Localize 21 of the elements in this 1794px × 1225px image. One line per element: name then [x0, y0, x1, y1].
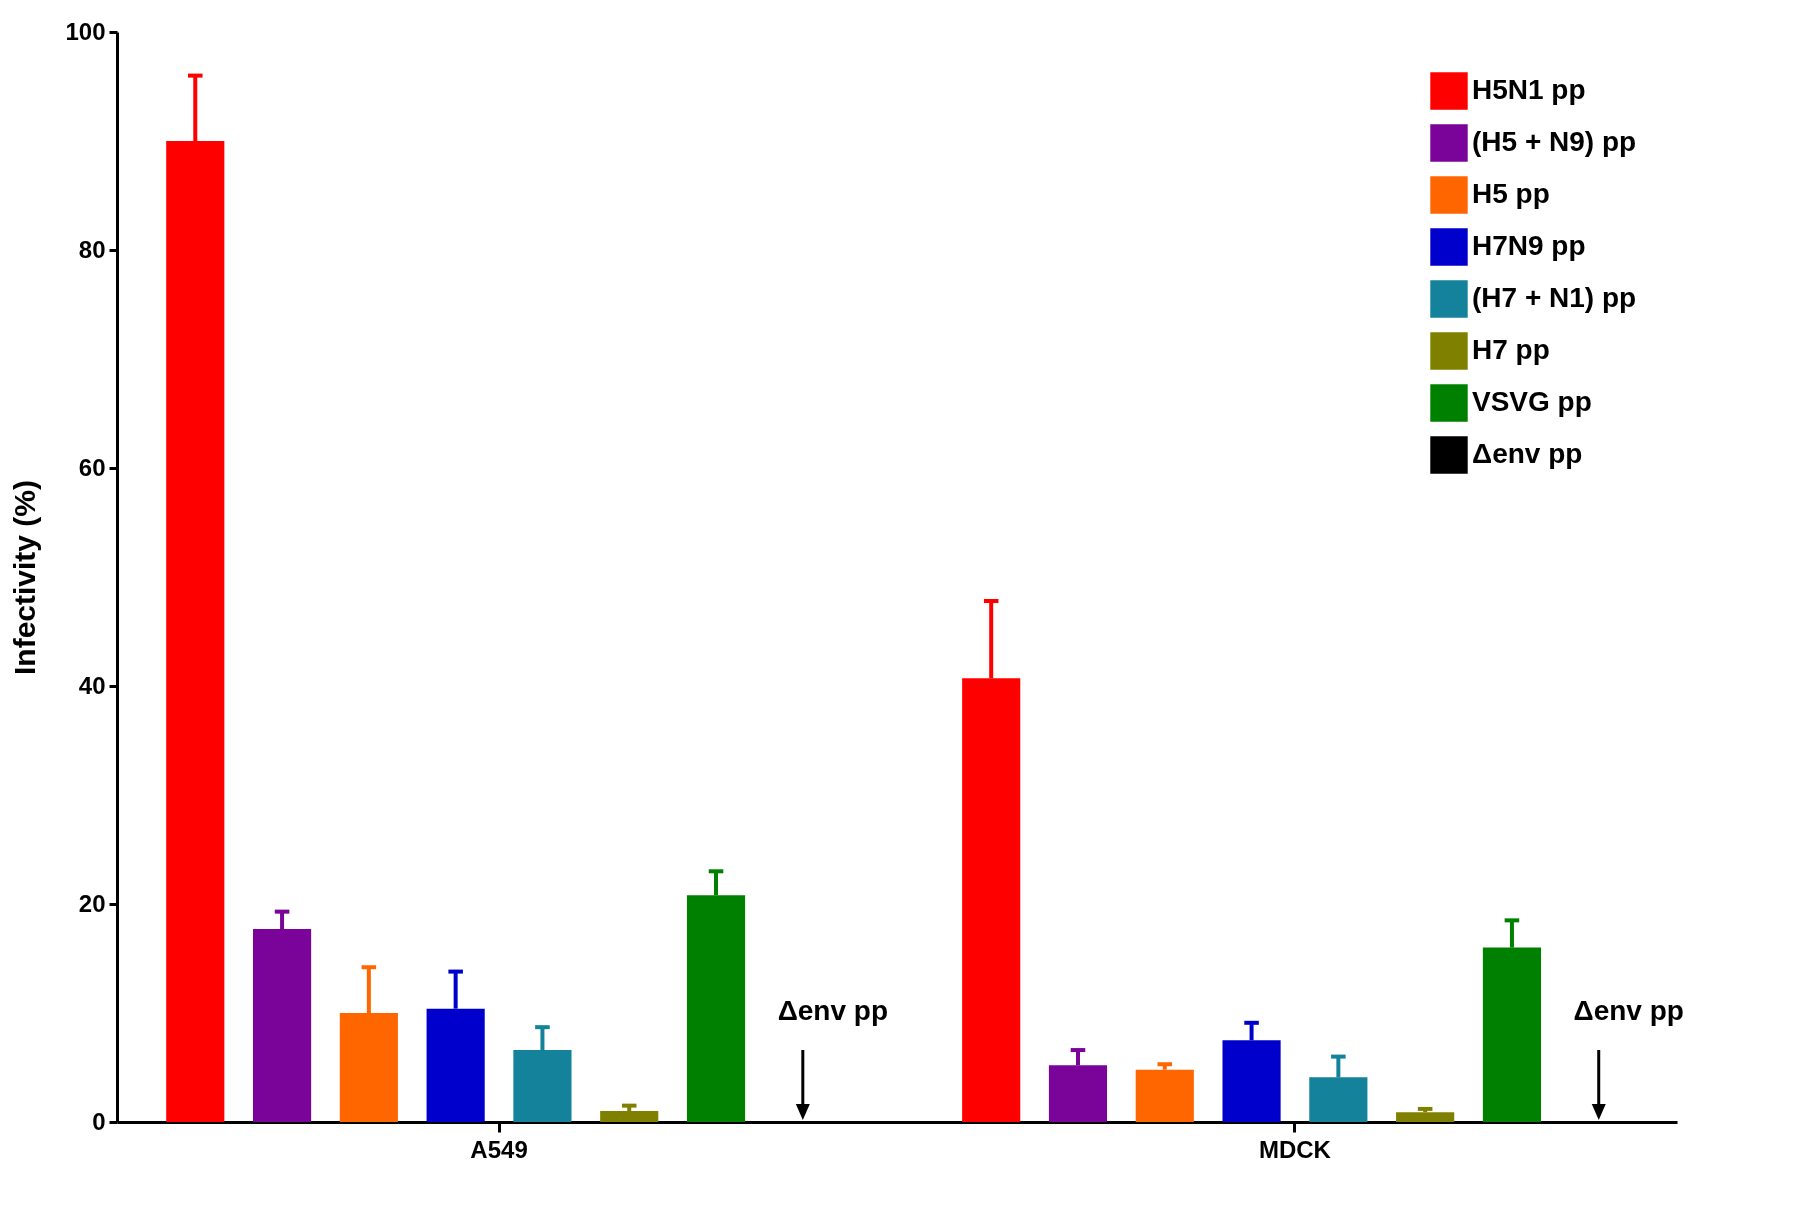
y-tick-label: 100	[65, 17, 106, 45]
x-tick-label: MDCK	[1258, 1135, 1332, 1163]
annotation: Δenv pp	[777, 995, 888, 1026]
y-tick-label: 80	[78, 235, 106, 263]
legend-label: VSVG pp	[1472, 386, 1592, 417]
y-tick-label: 60	[78, 453, 106, 481]
y-tick-label: 20	[78, 889, 106, 917]
legend-label: H5 pp	[1472, 178, 1550, 209]
annotation: Δenv pp	[1573, 995, 1684, 1026]
bar	[1135, 1069, 1194, 1122]
legend-label: H5N1 pp	[1472, 74, 1586, 105]
y-axis-title: Infectivity (%)	[8, 479, 42, 676]
legend-label: Δenv pp	[1472, 438, 1583, 469]
y-tick-label: 40	[78, 671, 106, 699]
bar	[600, 1111, 659, 1122]
legend-label: H7N9 pp	[1472, 230, 1586, 261]
legend-label: (H7 + N1) pp	[1472, 282, 1637, 313]
legend-label: (H5 + N9) pp	[1472, 126, 1637, 157]
legend-label: H7 pp	[1472, 334, 1550, 365]
y-tick-label: 0	[92, 1107, 106, 1135]
x-tick-label: A549	[470, 1135, 528, 1163]
